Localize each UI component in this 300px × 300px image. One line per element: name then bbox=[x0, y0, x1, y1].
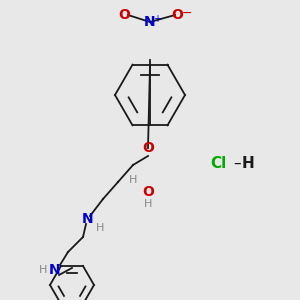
Text: –: – bbox=[233, 155, 241, 170]
Text: O: O bbox=[171, 8, 183, 22]
Text: O: O bbox=[118, 8, 130, 22]
Text: N: N bbox=[82, 212, 94, 226]
Text: +: + bbox=[153, 14, 161, 24]
Text: H: H bbox=[242, 155, 254, 170]
Text: −: − bbox=[182, 7, 192, 20]
Text: Cl: Cl bbox=[210, 155, 226, 170]
Text: N: N bbox=[144, 15, 156, 29]
Text: N: N bbox=[49, 263, 61, 277]
Text: H: H bbox=[39, 265, 47, 275]
Text: H: H bbox=[144, 199, 152, 209]
Text: O: O bbox=[142, 185, 154, 199]
Text: H: H bbox=[96, 223, 104, 233]
Text: H: H bbox=[129, 175, 137, 185]
Text: O: O bbox=[142, 141, 154, 155]
